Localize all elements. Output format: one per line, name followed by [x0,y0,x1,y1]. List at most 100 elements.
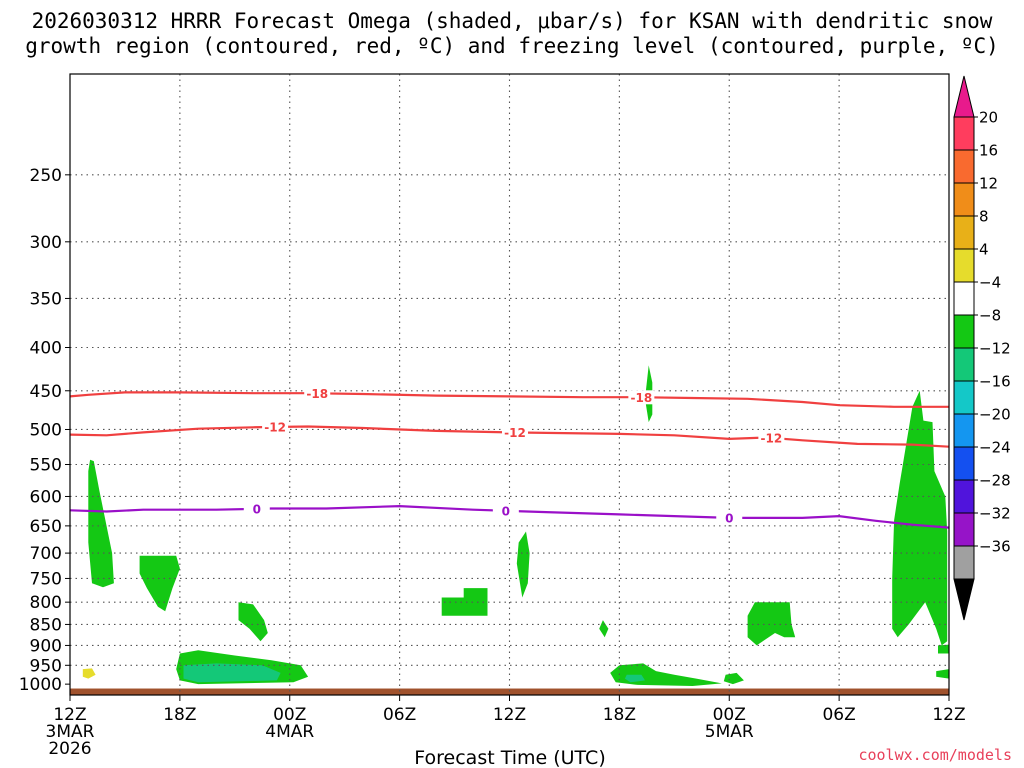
contour-label-bg--12-0 [262,419,289,434]
colorbar-swatch-7 [953,347,975,382]
colorbar-swatch-4 [953,248,975,283]
x-tick-label-18: 06Z [383,705,416,725]
y-tick-label-250: 250 [30,166,62,186]
colorbar-label-2: 12 [979,175,998,193]
contour-line--18 [69,391,949,408]
contour-label--12-1: -12 [504,426,526,440]
omega-region-2 [238,602,268,642]
colorbar-swatch-9 [953,413,975,448]
omega-region-1 [139,555,180,612]
contour-label-bg-0-1 [492,503,519,518]
omega-region-12 [747,602,796,646]
omega-region-10 [624,674,645,683]
colorbar-label-0: 20 [979,109,998,127]
chart-title-line-2: growth region (contoured, red, ºC) and f… [25,34,999,58]
y-tick-label-850: 850 [30,615,62,635]
x-tick-sublabel-0-0: 3MAR [46,722,95,742]
y-tick-label-750: 750 [30,569,62,589]
colorbar-swatch-11 [953,479,975,514]
y-tick-label-950: 950 [30,656,62,676]
colorbar-swatch-1 [953,149,975,184]
x-tick-label-36: 00Z [713,705,746,725]
y-tick-label-300: 300 [30,233,62,253]
colorbar-top-arrow [953,75,975,118]
y-tick-label-650: 650 [30,517,62,537]
x-tick-label-24: 12Z [493,705,526,725]
colorbar-label-11: −28 [979,472,1011,490]
contour-label-0-1: 0 [502,504,510,518]
omega-region-5 [441,588,488,616]
colorbar-swatch-13 [953,545,975,580]
terrain-band [70,688,949,695]
contour-label-bg--12-2 [758,430,785,445]
y-tick-label-350: 350 [30,289,62,309]
contour-label-bg-0-2 [716,510,743,525]
omega-region-6 [516,531,530,598]
colorbar-label-3: 8 [979,208,989,226]
y-tick-label-400: 400 [30,339,62,359]
colorbar: 20 16 12 8 4 −4 −8 −12 −16 −20 −24 −28 −32 −36 [953,75,1011,621]
credit-text: coolwx.com/models [858,746,1012,764]
omega-region-16 [82,668,96,679]
x-tick-label-42: 06Z [822,705,855,725]
contour-label-bg--18-0 [304,386,331,401]
colorbar-label-10: −24 [979,439,1011,457]
omega-region-13 [892,390,948,646]
contour-label--18-1: -18 [631,391,653,405]
x-tick-label-30: 18Z [603,705,636,725]
x-axis-label: Forecast Time (UTC) [414,747,605,768]
colorbar-label-4: 4 [979,241,989,259]
x-tick-label-6: 18Z [163,705,196,725]
colorbar-bottom-arrow [953,578,975,621]
x-tick-sublabel-0-1: 2026 [48,739,91,759]
contour-line-0 [69,504,950,529]
omega-region-7 [599,620,609,638]
colorbar-swatch-0 [953,116,975,151]
contour-label-0-2: 0 [725,511,733,525]
y-tick-label-500: 500 [30,420,62,440]
y-tick-label-900: 900 [30,636,62,656]
colorbar-label-7: −12 [979,340,1011,358]
contour-label-bg--12-1 [501,425,528,440]
colorbar-label-5: −4 [979,274,1001,292]
contour-label--12-0: -12 [264,420,286,434]
omega-region-15 [936,669,949,679]
contour-label-bg-0-0 [243,501,270,516]
x-tick-sublabel-12-0: 4MAR [265,722,314,742]
colorbar-label-6: −8 [979,307,1001,325]
y-tick-label-550: 550 [30,455,62,475]
omega-region-4 [183,663,281,683]
y-tick-label-1000: 1000 [19,675,62,695]
colorbar-label-8: −16 [979,373,1011,391]
omega-region-9 [610,663,722,686]
colorbar-swatch-6 [953,314,975,349]
contour-line--12 [69,425,950,448]
contour-label-0-0: 0 [253,502,261,516]
x-tick-label-12: 00Z [273,705,306,725]
y-tick-label-600: 600 [30,487,62,507]
colorbar-swatch-3 [953,215,975,250]
colorbar-label-13: −36 [979,538,1011,556]
colorbar-label-9: −20 [979,406,1011,424]
y-tick-label-450: 450 [30,382,62,402]
colorbar-swatch-10 [953,446,975,481]
colorbar-label-1: 16 [979,142,998,160]
omega-shading-layer [82,365,949,686]
omega-region-0 [88,459,114,588]
colorbar-swatch-12 [953,512,975,547]
x-tick-sublabel-36-0: 5MAR [705,722,754,742]
colorbar-swatch-2 [953,182,975,217]
x-tick-label-48: 12Z [932,705,965,725]
y-tick-label-800: 800 [30,593,62,613]
chart-title-line-1: 2026030312 HRRR Forecast Omega (shaded, … [32,9,993,33]
plot-frame [69,73,950,696]
y-tick-label-700: 700 [30,544,62,564]
omega-region-11 [723,672,744,685]
colorbar-swatch-5 [953,281,975,316]
contour-label--12-2: -12 [761,431,783,445]
colorbar-label-12: −32 [979,505,1011,523]
omega-region-14 [938,644,949,654]
colorbar-swatch-8 [953,380,975,415]
contour-label--18-0: -18 [306,387,328,401]
